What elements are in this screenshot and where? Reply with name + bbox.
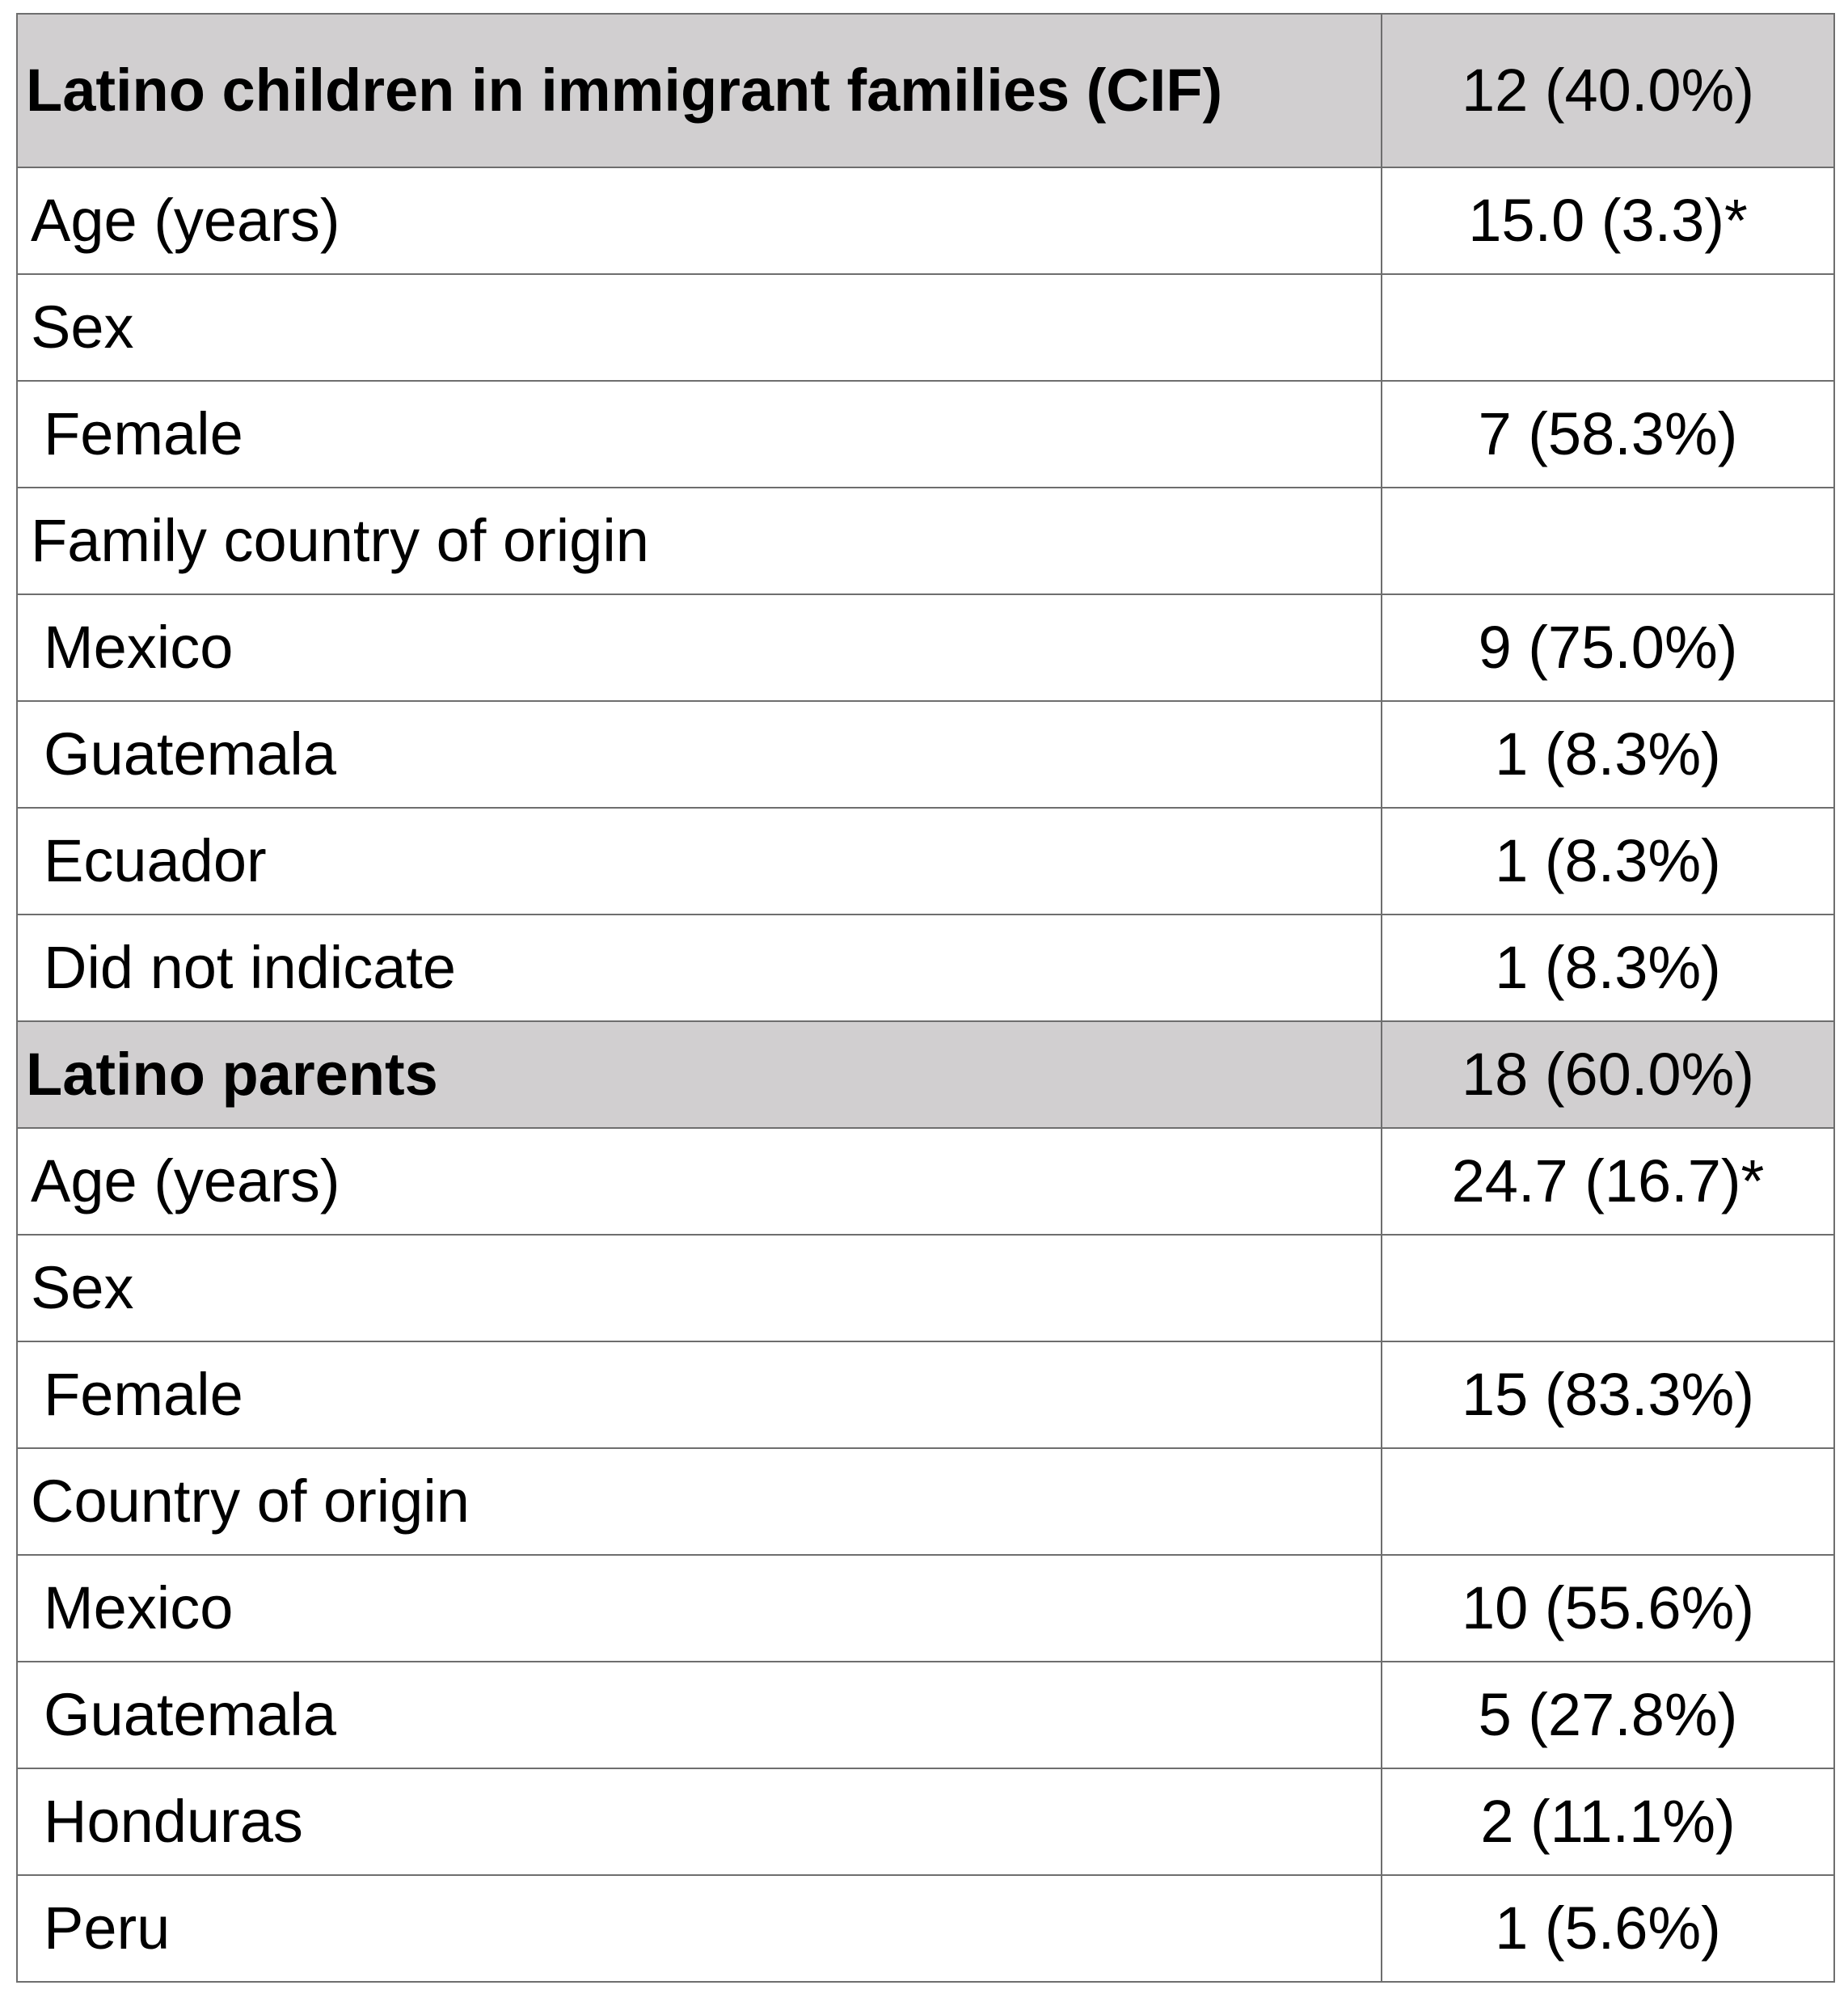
row-label-sex: Sex — [16, 1234, 1382, 1342]
table-row: Guatemala 1 (8.3%) — [16, 700, 1835, 809]
table-row: Ecuador 1 (8.3%) — [16, 807, 1835, 915]
table-row-cif-header: Latino children in immigrant families (C… — [16, 13, 1835, 168]
row-value-peru: 1 (5.6%) — [1381, 1874, 1835, 1983]
table-row: Female 7 (58.3%) — [16, 380, 1835, 488]
row-label-did-not-indicate: Did not indicate — [16, 914, 1382, 1022]
row-value-female: 15 (83.3%) — [1381, 1341, 1835, 1449]
row-value-age: 15.0 (3.3)* — [1381, 167, 1835, 275]
table-row-parents-header: Latino parents 18 (60.0%) — [16, 1020, 1835, 1129]
demographics-table: Latino children in immigrant families (C… — [16, 13, 1835, 1983]
table-row: Age (years) 24.7 (16.7)* — [16, 1127, 1835, 1236]
group-label-parents: Latino parents — [16, 1020, 1382, 1129]
table-row: Sex — [16, 1234, 1835, 1342]
table-row: Age (years) 15.0 (3.3)* — [16, 167, 1835, 275]
row-label-family-country: Family country of origin — [16, 487, 1382, 595]
row-value-guatemala: 1 (8.3%) — [1381, 700, 1835, 809]
row-value-sex — [1381, 273, 1835, 382]
row-label-female: Female — [16, 380, 1382, 488]
table-row: Peru 1 (5.6%) — [16, 1874, 1835, 1983]
table-row: Did not indicate 1 (8.3%) — [16, 914, 1835, 1022]
row-value-sex — [1381, 1234, 1835, 1342]
row-label-guatemala: Guatemala — [16, 1661, 1382, 1769]
row-label-sex: Sex — [16, 273, 1382, 382]
row-value-female: 7 (58.3%) — [1381, 380, 1835, 488]
row-value-did-not-indicate: 1 (8.3%) — [1381, 914, 1835, 1022]
row-value-country — [1381, 1447, 1835, 1556]
group-label-cif: Latino children in immigrant families (C… — [16, 13, 1382, 168]
table-row: Mexico 9 (75.0%) — [16, 593, 1835, 702]
row-value-honduras: 2 (11.1%) — [1381, 1768, 1835, 1876]
group-count-cif: 12 (40.0%) — [1381, 13, 1835, 168]
table-row: Guatemala 5 (27.8%) — [16, 1661, 1835, 1769]
row-label-country: Country of origin — [16, 1447, 1382, 1556]
table-row: Country of origin — [16, 1447, 1835, 1556]
row-value-mexico: 9 (75.0%) — [1381, 593, 1835, 702]
table-row: Mexico 10 (55.6%) — [16, 1554, 1835, 1662]
row-label-peru: Peru — [16, 1874, 1382, 1983]
group-count-parents: 18 (60.0%) — [1381, 1020, 1835, 1129]
row-label-age: Age (years) — [16, 1127, 1382, 1236]
row-label-mexico: Mexico — [16, 1554, 1382, 1662]
row-value-ecuador: 1 (8.3%) — [1381, 807, 1835, 915]
row-label-guatemala: Guatemala — [16, 700, 1382, 809]
row-value-mexico: 10 (55.6%) — [1381, 1554, 1835, 1662]
row-value-family-country — [1381, 487, 1835, 595]
table-row: Female 15 (83.3%) — [16, 1341, 1835, 1449]
row-label-age: Age (years) — [16, 167, 1382, 275]
row-value-age: 24.7 (16.7)* — [1381, 1127, 1835, 1236]
row-label-female: Female — [16, 1341, 1382, 1449]
table-row: Sex — [16, 273, 1835, 382]
row-label-ecuador: Ecuador — [16, 807, 1382, 915]
row-value-guatemala: 5 (27.8%) — [1381, 1661, 1835, 1769]
row-label-honduras: Honduras — [16, 1768, 1382, 1876]
row-label-mexico: Mexico — [16, 593, 1382, 702]
table-row: Honduras 2 (11.1%) — [16, 1768, 1835, 1876]
table-row: Family country of origin — [16, 487, 1835, 595]
